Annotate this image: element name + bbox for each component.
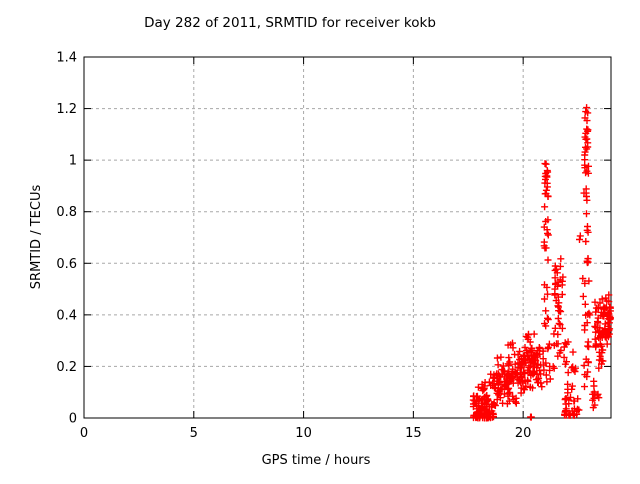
y-tick-label: 0 [69, 412, 77, 427]
y-tick-label: 0.2 [56, 360, 77, 375]
y-tick-label: 0.4 [56, 308, 77, 323]
y-axis-label: SRMTID / TECUs [29, 185, 44, 290]
chart-title: Day 282 of 2011, SRMTID for receiver kok… [144, 15, 436, 31]
x-axis-label: GPS time / hours [262, 453, 371, 468]
y-tick-label: 0.6 [56, 257, 77, 272]
y-tick-label: 1.2 [56, 102, 77, 117]
x-tick-label: 20 [515, 426, 532, 441]
x-tick-label: 10 [295, 426, 312, 441]
y-tick-label: 0.8 [56, 205, 77, 220]
x-tick-label: 5 [190, 426, 198, 441]
plot-border [83, 56, 612, 419]
y-tick-label: 1 [69, 154, 77, 169]
x-tick-label: 0 [80, 426, 88, 441]
axis-tick-labels: 0 5 10 15 20 0 0.2 0.4 0.6 0.8 1 1.2 1.4 [56, 51, 531, 442]
grid-lines [84, 57, 611, 418]
scatter-series-plus-markers [469, 104, 614, 422]
y-tick-label: 1.4 [56, 51, 77, 66]
x-tick-label: 15 [405, 426, 422, 441]
